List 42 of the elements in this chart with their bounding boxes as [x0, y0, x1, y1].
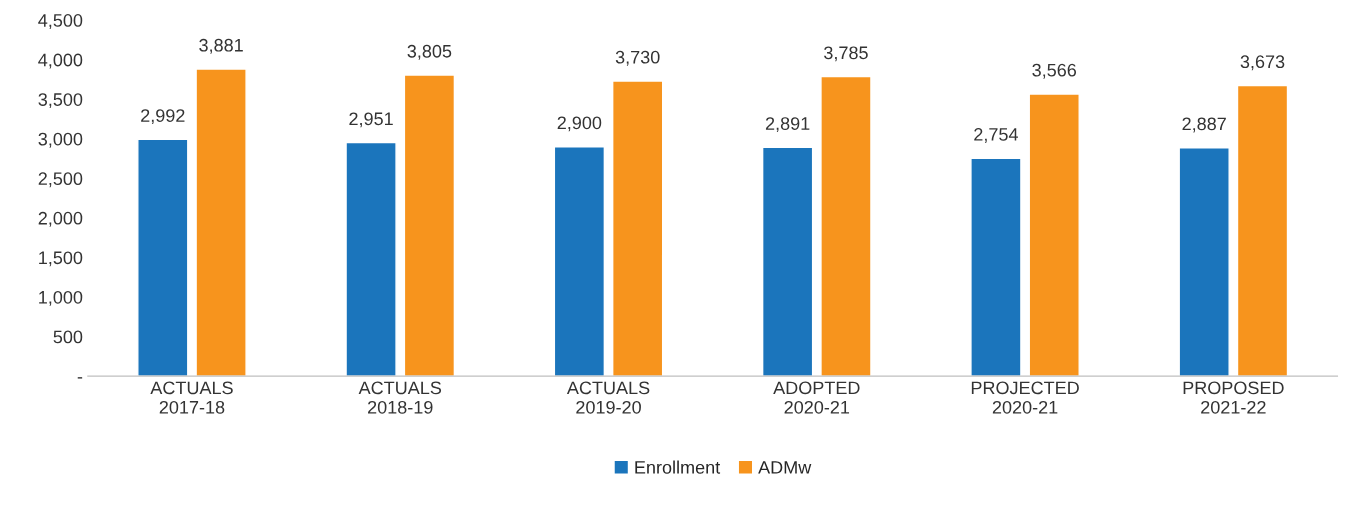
- data-label: 2,887: [1182, 117, 1226, 133]
- bar: [195, 68, 247, 377]
- data-label: 3,805: [407, 44, 452, 60]
- data-label: 2,900: [557, 116, 602, 132]
- bar: [553, 145, 606, 377]
- y-tick-label: 3,000: [38, 132, 83, 148]
- x-tick-label: ACTUALS 2019-20: [566, 381, 650, 414]
- bar: [761, 146, 814, 377]
- bar: [1178, 147, 1230, 377]
- y-tick-label: 3,500: [38, 93, 83, 109]
- bar: [1236, 84, 1289, 377]
- data-label: 2,951: [349, 112, 393, 128]
- x-tick-label: PROPOSED 2021-22: [1183, 381, 1284, 414]
- bar: [611, 80, 664, 377]
- bar: [1028, 93, 1080, 377]
- data-label: 3,566: [1032, 63, 1077, 79]
- data-label: 3,673: [1240, 55, 1285, 71]
- x-tick-label: ACTUALS 2017-18: [150, 381, 233, 414]
- y-tick-label: 1,000: [39, 290, 83, 306]
- y-tick-label: 500: [53, 330, 83, 344]
- y-tick-label: 2,500: [38, 172, 83, 188]
- y-tick-label: -: [77, 377, 83, 379]
- data-label: 2,992: [141, 109, 185, 125]
- y-tick-label: 1,500: [39, 251, 83, 267]
- bar: [345, 141, 397, 377]
- legend-label: ADMw: [758, 461, 812, 474]
- bar: [970, 157, 1022, 377]
- bar: [137, 138, 189, 377]
- data-label: 3,785: [824, 46, 868, 62]
- data-label: 2,891: [765, 117, 810, 133]
- data-label: 2,754: [974, 127, 1018, 143]
- y-tick-label: 4,500: [38, 14, 83, 29]
- bar: [403, 74, 456, 377]
- x-tick-label: PROJECTED 2020-21: [971, 381, 1079, 414]
- data-label: 3,881: [199, 38, 243, 54]
- legend-label: Enrollment: [635, 460, 721, 474]
- y-tick-label: 2,000: [38, 211, 83, 227]
- x-tick-label: ADOPTED 2020-21: [773, 381, 860, 414]
- bar: [820, 75, 872, 377]
- y-tick-label: 4,000: [38, 53, 83, 69]
- x-tick-label: ACTUALS 2018-19: [358, 381, 442, 414]
- data-label: 3,730: [615, 50, 660, 66]
